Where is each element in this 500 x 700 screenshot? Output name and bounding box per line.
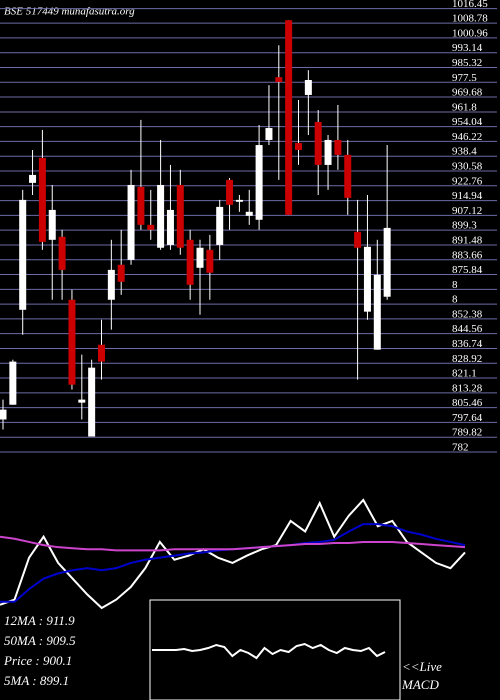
candle-body — [216, 206, 224, 245]
stat-label: 50MA : 909.5 — [4, 633, 76, 648]
candle-body — [354, 231, 362, 248]
y-tick-label: 797.64 — [452, 412, 483, 424]
candle-body — [0, 409, 7, 420]
stat-label: Price : 900.1 — [3, 653, 72, 668]
y-tick-label: 961.8 — [452, 101, 477, 113]
y-tick-label: 883.66 — [452, 249, 483, 261]
candle-body — [19, 199, 27, 310]
candle-body — [127, 184, 135, 260]
y-tick-label: 1016.45 — [452, 0, 488, 10]
candle-body — [383, 227, 391, 297]
y-tick-label: 946.22 — [452, 131, 482, 143]
candle-body — [285, 20, 293, 215]
y-tick-label: 914.94 — [452, 190, 483, 202]
y-tick-label: 844.56 — [452, 323, 483, 335]
candle-body — [245, 211, 253, 216]
candle-body — [206, 249, 214, 273]
y-tick-label: 813.28 — [452, 382, 483, 394]
macd-box — [149, 599, 401, 700]
y-tick-label: 954.04 — [452, 116, 483, 128]
indicator-line — [0, 535, 466, 552]
candle-body — [226, 179, 234, 205]
y-tick-label: 907.12 — [452, 205, 482, 217]
indicator-line — [0, 498, 466, 610]
candle-body — [48, 209, 56, 240]
macd-line — [152, 642, 386, 660]
candle-body — [78, 399, 86, 403]
candle-body — [29, 174, 37, 183]
candle-body — [38, 157, 46, 242]
y-tick-label: 782 — [452, 442, 469, 454]
candle-body — [235, 199, 243, 202]
candle-body — [344, 154, 352, 198]
y-tick-label: 969.68 — [452, 87, 483, 99]
y-tick-label: 1008.78 — [452, 13, 488, 25]
y-tick-label: 891.48 — [452, 234, 483, 246]
stat-label: 12MA : 911.9 — [4, 613, 75, 628]
candle-body — [255, 145, 263, 220]
y-tick-label: 821.1 — [452, 368, 477, 380]
candle-body — [295, 142, 302, 150]
y-tick-label: 828.92 — [452, 353, 482, 365]
candle-body — [9, 361, 17, 405]
candle-body — [107, 269, 115, 300]
y-tick-label: 985.32 — [452, 57, 482, 69]
candle-body — [314, 121, 322, 165]
macd-label: <<Live — [402, 659, 442, 674]
y-tick-label: 993.14 — [452, 42, 483, 54]
chart-title: BSE 517449 munafasutra.org — [4, 6, 135, 18]
candle-body — [88, 367, 96, 437]
candle-body — [186, 239, 194, 285]
y-tick-label: 899.3 — [452, 220, 477, 232]
candle-body — [334, 139, 342, 155]
y-tick-label: 875.84 — [452, 264, 483, 276]
y-tick-label: 8 — [452, 279, 458, 291]
y-tick-label: 805.46 — [452, 397, 483, 409]
y-tick-label: 938.4 — [452, 146, 477, 158]
y-tick-label: 836.74 — [452, 338, 483, 350]
candle-body — [373, 274, 381, 350]
candle-body — [58, 236, 66, 270]
candle-body — [324, 139, 332, 165]
candle-body — [68, 299, 76, 385]
y-tick-label: 977.5 — [452, 72, 477, 84]
candle-body — [166, 209, 174, 245]
y-tick-label: 789.82 — [452, 427, 482, 439]
macd-name: MACD — [401, 677, 439, 692]
y-tick-label: 852.38 — [452, 308, 483, 320]
candle-body — [304, 79, 312, 95]
candle-body — [176, 184, 184, 248]
stat-label: 5MA : 899.1 — [4, 673, 69, 688]
candle-body — [363, 246, 371, 312]
y-tick-label: 922.76 — [452, 175, 483, 187]
candle-body — [117, 264, 125, 282]
candle-body — [275, 77, 283, 83]
y-tick-label: 8 — [452, 294, 458, 306]
y-tick-label: 930.58 — [452, 161, 483, 173]
candle-body — [196, 247, 204, 268]
candle-body — [157, 184, 165, 248]
candle-body — [147, 224, 155, 230]
candle-body — [265, 128, 273, 140]
candle-body — [137, 186, 145, 225]
candle-body — [98, 344, 105, 362]
y-tick-label: 1000.96 — [452, 27, 488, 39]
